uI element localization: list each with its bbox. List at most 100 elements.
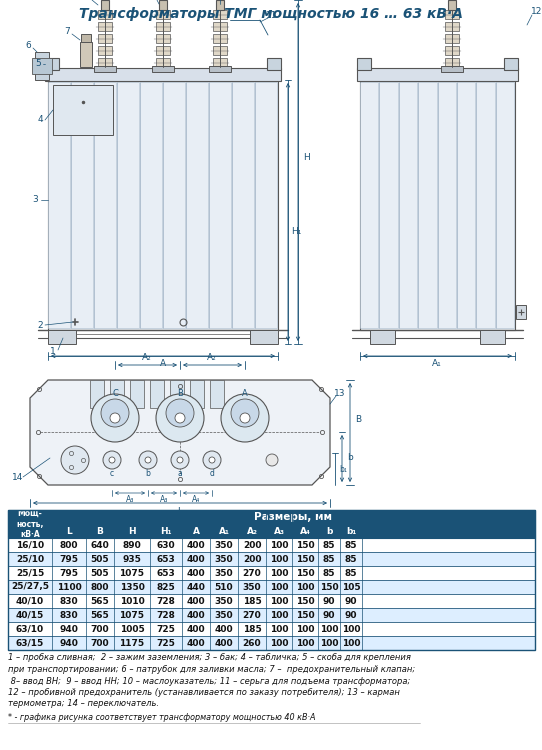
Bar xyxy=(360,80,515,330)
Bar xyxy=(152,66,174,72)
Text: L: L xyxy=(66,526,72,536)
Circle shape xyxy=(209,457,215,463)
Text: 640: 640 xyxy=(91,541,109,550)
Text: 728: 728 xyxy=(157,596,176,605)
Bar xyxy=(441,66,463,72)
Text: b: b xyxy=(326,526,332,536)
Text: 2: 2 xyxy=(37,320,43,329)
Text: 63/10: 63/10 xyxy=(16,625,44,634)
Text: B: B xyxy=(177,389,183,398)
Bar xyxy=(156,46,170,55)
Text: H: H xyxy=(302,152,309,161)
Text: A₃: A₃ xyxy=(126,496,134,505)
Bar xyxy=(94,82,116,328)
Text: 400: 400 xyxy=(186,638,205,647)
Text: 150: 150 xyxy=(296,596,314,605)
Text: 830: 830 xyxy=(60,610,78,620)
Text: 653: 653 xyxy=(157,554,176,563)
Text: 85: 85 xyxy=(345,541,357,550)
Text: 4: 4 xyxy=(37,116,43,124)
Text: 400: 400 xyxy=(186,625,205,634)
Text: 85: 85 xyxy=(345,554,357,563)
Bar xyxy=(8,594,535,608)
Circle shape xyxy=(156,394,204,442)
Text: H₁: H₁ xyxy=(291,227,301,236)
Bar xyxy=(445,46,459,55)
Text: 400: 400 xyxy=(186,596,205,605)
Text: 653: 653 xyxy=(157,568,176,578)
Text: 13: 13 xyxy=(334,389,346,398)
Circle shape xyxy=(171,451,189,469)
Bar xyxy=(8,510,535,538)
Text: A₄: A₄ xyxy=(192,496,200,505)
Bar xyxy=(48,82,70,328)
Bar xyxy=(186,82,208,328)
Text: 100: 100 xyxy=(296,583,314,592)
Text: 90: 90 xyxy=(345,610,357,620)
Bar xyxy=(216,0,224,10)
Bar xyxy=(8,608,535,622)
Text: L: L xyxy=(177,506,183,515)
Text: b₁: b₁ xyxy=(339,464,347,473)
Text: 1075: 1075 xyxy=(119,610,145,620)
Text: d: d xyxy=(210,469,215,478)
Circle shape xyxy=(110,413,120,423)
Bar xyxy=(52,524,535,538)
Bar xyxy=(516,305,526,319)
Bar xyxy=(209,66,231,72)
Text: 150: 150 xyxy=(296,554,314,563)
Circle shape xyxy=(177,457,183,463)
Bar xyxy=(445,58,459,67)
Text: 100: 100 xyxy=(270,638,288,647)
Bar xyxy=(98,58,112,67)
Text: 40/15: 40/15 xyxy=(16,610,44,620)
Text: 630: 630 xyxy=(157,541,175,550)
Bar xyxy=(32,58,52,74)
Text: 400: 400 xyxy=(186,554,205,563)
Bar xyxy=(370,330,395,344)
Bar xyxy=(98,46,112,55)
Text: 1100: 1100 xyxy=(56,583,81,592)
Text: 85: 85 xyxy=(345,568,357,578)
Text: 100: 100 xyxy=(270,541,288,550)
Bar xyxy=(98,22,112,31)
Text: 260: 260 xyxy=(243,638,261,647)
Circle shape xyxy=(103,451,121,469)
Text: 85: 85 xyxy=(322,554,335,563)
Text: Мощ-
ность,
кВ·А: Мощ- ность, кВ·А xyxy=(16,509,44,539)
Text: 3: 3 xyxy=(32,196,38,205)
Bar xyxy=(445,10,459,19)
Text: 940: 940 xyxy=(60,625,79,634)
Bar xyxy=(140,82,162,328)
Bar xyxy=(101,0,109,10)
Text: 100: 100 xyxy=(270,583,288,592)
Text: 100: 100 xyxy=(270,568,288,578)
Text: C: C xyxy=(112,389,118,398)
Text: A: A xyxy=(192,526,199,536)
Bar xyxy=(98,34,112,43)
Circle shape xyxy=(221,394,269,442)
Text: термометра; 14 – переключатель.: термометра; 14 – переключатель. xyxy=(8,700,159,709)
Text: 728: 728 xyxy=(157,610,176,620)
Text: 400: 400 xyxy=(186,610,205,620)
Circle shape xyxy=(266,454,278,466)
Text: 85: 85 xyxy=(322,568,335,578)
Bar xyxy=(163,82,185,328)
Text: A₁: A₁ xyxy=(432,359,442,368)
Bar xyxy=(8,552,535,566)
Text: 100: 100 xyxy=(270,554,288,563)
Text: A₃: A₃ xyxy=(160,496,168,505)
Polygon shape xyxy=(30,380,330,485)
Text: H₁: H₁ xyxy=(160,526,172,536)
Text: 825: 825 xyxy=(157,583,176,592)
Text: 890: 890 xyxy=(122,541,141,550)
Text: 1005: 1005 xyxy=(120,625,144,634)
Bar xyxy=(156,22,170,31)
Bar xyxy=(80,42,92,67)
Text: 800: 800 xyxy=(60,541,78,550)
Text: 100: 100 xyxy=(296,625,314,634)
Text: 25/15: 25/15 xyxy=(16,568,44,578)
Bar xyxy=(213,10,227,19)
Text: 105: 105 xyxy=(341,583,360,592)
Bar xyxy=(210,380,224,408)
